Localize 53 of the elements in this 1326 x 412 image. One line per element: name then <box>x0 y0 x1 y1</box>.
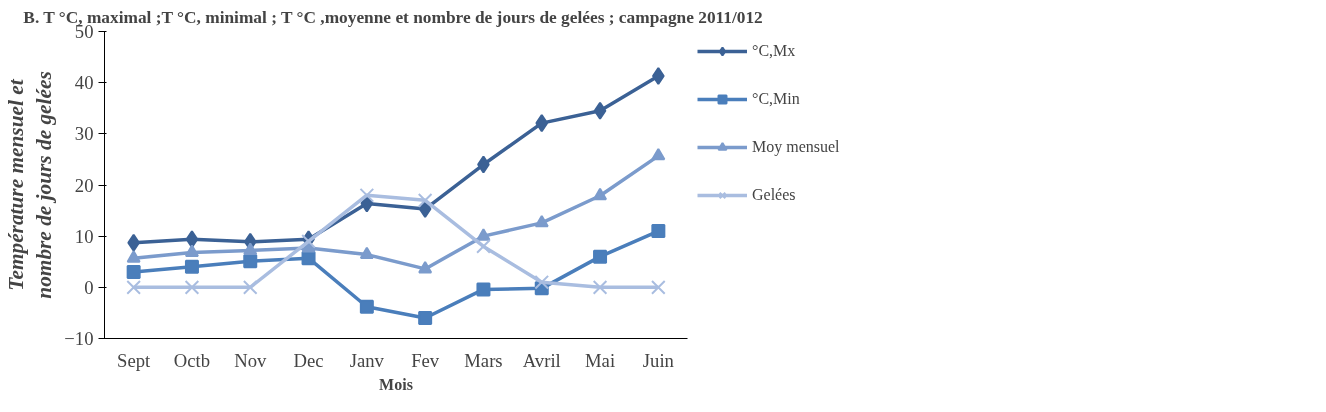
point <box>418 311 433 326</box>
y-tick-label: 20 <box>74 174 94 196</box>
point <box>535 114 549 133</box>
point <box>301 251 316 266</box>
x-tick-label: Mars <box>464 349 503 371</box>
point <box>126 264 141 279</box>
x-axis-title: Mois <box>379 375 413 393</box>
point <box>359 299 374 314</box>
point <box>418 260 433 274</box>
x-tick-label: Janv <box>349 349 385 371</box>
point <box>243 242 258 255</box>
x-tick-label: Mai <box>585 349 616 371</box>
point <box>650 279 666 295</box>
point <box>651 147 666 161</box>
point <box>184 279 200 295</box>
point <box>651 224 666 239</box>
point <box>359 187 375 203</box>
point <box>418 200 432 219</box>
point <box>534 214 549 228</box>
legend-label: °C,Mx <box>752 42 796 60</box>
point <box>126 279 142 295</box>
point <box>476 239 491 254</box>
point <box>593 101 607 120</box>
point <box>242 279 258 295</box>
y-tick-label: −10 <box>64 328 94 349</box>
point <box>592 279 608 295</box>
legend-label: °C,Min <box>752 90 800 108</box>
point <box>476 282 491 297</box>
point <box>417 192 433 208</box>
point <box>593 249 608 264</box>
x-tick-label: Dec <box>293 349 324 371</box>
x-tick-label: Fev <box>411 349 440 371</box>
legend-label: Gelées <box>752 186 796 204</box>
x-tick-label: Avril <box>522 349 561 371</box>
point <box>476 228 491 241</box>
y-tick-label: 40 <box>74 72 94 94</box>
y-tick-label: 0 <box>84 276 94 298</box>
x-tick-label: Nov <box>234 349 267 371</box>
y-tick-label: 30 <box>74 123 94 145</box>
legend-label: Moy mensuel <box>752 138 840 156</box>
y-tick-label: 10 <box>74 225 94 247</box>
point <box>534 274 550 290</box>
point <box>185 230 199 249</box>
point <box>243 254 258 269</box>
point <box>126 250 141 263</box>
x-tick-label: Octb <box>173 349 211 371</box>
point <box>184 259 199 274</box>
point <box>593 187 608 201</box>
y-axis-title: Température mensuel et nombre de jours de gelées <box>3 71 57 299</box>
x-tick-label: Sept <box>117 349 152 371</box>
point <box>184 244 199 257</box>
x-tick-label: Juin <box>642 349 675 371</box>
point <box>359 246 374 260</box>
